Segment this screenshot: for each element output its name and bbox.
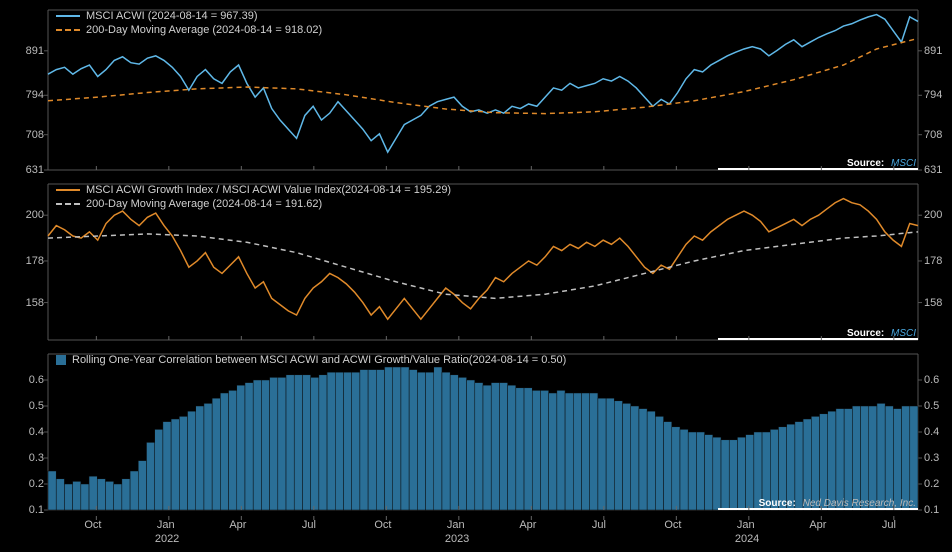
panel-acwi: 631 631 708 708 794 794 891 891 MSCI ACWI (2024-…	[0, 4, 952, 176]
xtick-month: Jul	[882, 519, 896, 531]
legend-series-label: MSCI ACWI (2024-08-14 = 967.39)	[86, 10, 258, 22]
ytick-right: 0.4	[924, 426, 939, 438]
ytick-left: 0.1	[29, 504, 44, 516]
ytick-left: 0.4	[29, 426, 44, 438]
xtick-year: 2022	[155, 533, 179, 545]
ytick-right: 0.3	[924, 452, 939, 464]
ytick-right: 0.2	[924, 478, 939, 490]
ytick-left: 0.3	[29, 452, 44, 464]
xtick-year: 2023	[445, 533, 469, 545]
ytick-right: 178	[924, 255, 942, 267]
ytick-right: 0.5	[924, 400, 939, 412]
ytick-right: 708	[924, 129, 942, 141]
panel-growth-value: 158 158 178 178 200 200 MSCI ACWI Growth Index…	[0, 178, 952, 346]
legend-series-label: MSCI ACWI Growth Index / MSCI ACWI Value…	[86, 184, 451, 196]
source-attribution: Source: MSCI	[847, 328, 916, 339]
legend-correlation-label: Rolling One-Year Correlation between MSC…	[72, 354, 566, 366]
xtick-month: Jul	[302, 519, 316, 531]
ytick-right: 158	[924, 297, 942, 309]
xtick-month: Oct	[374, 519, 391, 531]
xtick-month: Apr	[229, 519, 246, 531]
xtick-month: Apr	[519, 519, 536, 531]
ytick-right: 0.6	[924, 374, 939, 386]
ytick-right: 200	[924, 209, 942, 221]
xtick-year: 2024	[735, 533, 759, 545]
legend-ma-label: 200-Day Moving Average (2024-08-14 = 918…	[86, 24, 322, 36]
chart-root: 631 631 708 708 794 794 891 891 MSCI ACWI (2024-…	[0, 0, 952, 552]
x-axis: Oct Jan 2022 Apr Jul Oct Jan 2023 Apr Jul Oct Jan 20…	[0, 516, 952, 552]
ytick-left: 794	[26, 89, 44, 101]
ytick-left: 178	[26, 255, 44, 267]
ytick-left: 158	[26, 297, 44, 309]
ytick-left: 708	[26, 129, 44, 141]
ytick-left: 891	[26, 45, 44, 57]
xtick-month: Jan	[157, 519, 175, 531]
xtick-month: Oct	[84, 519, 101, 531]
ytick-left: 631	[26, 164, 44, 176]
xtick-month: Jan	[447, 519, 465, 531]
ytick-right: 631	[924, 164, 942, 176]
ytick-left: 0.6	[29, 374, 44, 386]
source-attribution: Source: Ned Davis Research, Inc.	[759, 498, 916, 509]
ytick-right: 0.1	[924, 504, 939, 516]
legend-correlation: Rolling One-Year Correlation between MSC…	[56, 354, 566, 366]
xtick-month: Jan	[737, 519, 755, 531]
legend-ma: 200-Day Moving Average (2024-08-14 = 918…	[56, 24, 322, 36]
legend-ma-label: 200-Day Moving Average (2024-08-14 = 191…	[86, 198, 322, 210]
legend-series: MSCI ACWI Growth Index / MSCI ACWI Value…	[56, 184, 451, 196]
ytick-right: 891	[924, 45, 942, 57]
legend-series: MSCI ACWI (2024-08-14 = 967.39)	[56, 10, 258, 22]
source-attribution: Source: MSCI	[847, 158, 916, 169]
ytick-right: 794	[924, 89, 942, 101]
xtick-month: Oct	[664, 519, 681, 531]
xtick-month: Jul	[592, 519, 606, 531]
ytick-left: 200	[26, 209, 44, 221]
xtick-month: Apr	[809, 519, 826, 531]
panel-correlation: 0.1 0.1 0.2 0.2 0.3 0.3 0.4 0.4 0.5 0.5 0.6 0.6 Roll…	[0, 348, 952, 516]
ytick-left: 0.5	[29, 400, 44, 412]
ytick-left: 0.2	[29, 478, 44, 490]
legend-ma: 200-Day Moving Average (2024-08-14 = 191…	[56, 198, 322, 210]
